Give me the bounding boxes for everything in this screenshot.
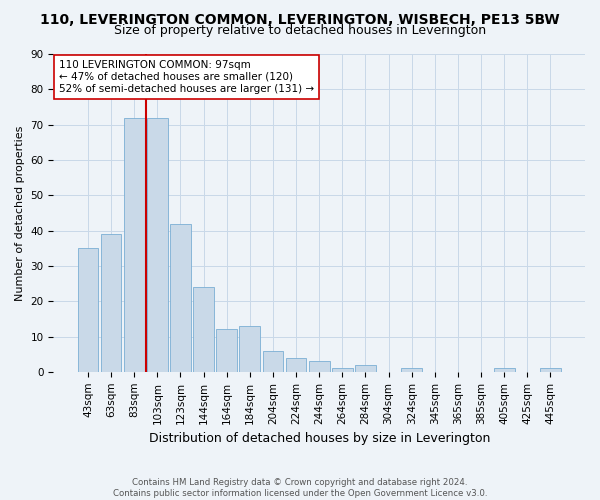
Bar <box>355 365 376 372</box>
X-axis label: Distribution of detached houses by size in Leverington: Distribution of detached houses by size … <box>149 432 490 445</box>
Text: Size of property relative to detached houses in Leverington: Size of property relative to detached ho… <box>114 24 486 37</box>
Bar <box>124 118 145 372</box>
Bar <box>147 118 168 372</box>
Bar <box>170 224 191 372</box>
Bar <box>101 234 121 372</box>
Bar <box>540 368 561 372</box>
Text: Contains HM Land Registry data © Crown copyright and database right 2024.
Contai: Contains HM Land Registry data © Crown c… <box>113 478 487 498</box>
Text: 110 LEVERINGTON COMMON: 97sqm
← 47% of detached houses are smaller (120)
52% of : 110 LEVERINGTON COMMON: 97sqm ← 47% of d… <box>59 60 314 94</box>
Y-axis label: Number of detached properties: Number of detached properties <box>15 125 25 300</box>
Text: 110, LEVERINGTON COMMON, LEVERINGTON, WISBECH, PE13 5BW: 110, LEVERINGTON COMMON, LEVERINGTON, WI… <box>40 12 560 26</box>
Bar <box>77 248 98 372</box>
Bar <box>263 350 283 372</box>
Bar <box>401 368 422 372</box>
Bar <box>239 326 260 372</box>
Bar <box>193 287 214 372</box>
Bar <box>286 358 307 372</box>
Bar <box>332 368 353 372</box>
Bar <box>217 330 237 372</box>
Bar <box>494 368 515 372</box>
Bar <box>309 361 329 372</box>
